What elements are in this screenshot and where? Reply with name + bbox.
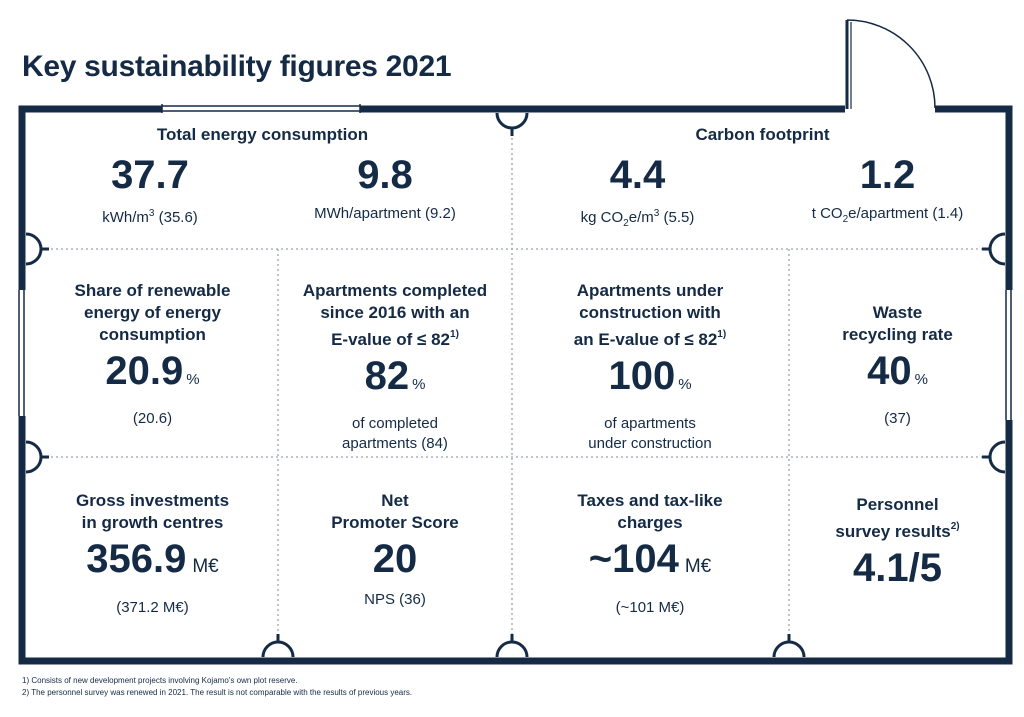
investments-value: 356.9 M€	[86, 537, 219, 581]
carbon-apt-unit: t CO2e/apartment (1.4)	[811, 205, 964, 225]
energy-per-m2: 37.7 kWh/m3 (35.6)	[40, 152, 260, 228]
left-window	[17, 290, 27, 416]
completed-sub: of completed apartments (84)	[342, 415, 448, 452]
under-construction-value: 100%	[608, 354, 692, 398]
personnel-heading: Personnel survey results2)	[835, 495, 960, 541]
under-construction-heading: Apartments under construction with an E-…	[573, 281, 727, 349]
carbon-m3-value: 4.4	[609, 153, 666, 197]
energy-apt-value: 9.8	[357, 153, 413, 197]
carbon-heading: Carbon footprint	[695, 125, 830, 144]
completed-heading: Apartments completed since 2016 with an …	[302, 281, 488, 349]
footnote-1: 1) Consists of new development projects …	[22, 676, 298, 685]
renewable-value: 20.9%	[105, 349, 200, 393]
taxes-value: ~104 M€	[588, 537, 712, 581]
carbon-m3-unit: kg CO2e/m3 (5.5)	[580, 208, 695, 229]
waste-heading: Waste recycling rate	[842, 303, 953, 344]
personnel-value: 4.1/5	[853, 546, 942, 590]
energy-per-apartment: 9.8 MWh/apartment (9.2)	[275, 152, 495, 224]
carbon-per-m3: 4.4 kg CO2e/m3 (5.5)	[525, 152, 750, 234]
nps-cell: Net Promoter Score 20 NPS (36)	[280, 490, 510, 610]
carbon-apt-value: 1.2	[859, 153, 916, 197]
footnote-2: 2) The personnel survey was renewed in 2…	[22, 688, 413, 697]
completed-value: 82%	[364, 354, 426, 398]
under-construction-cell: Apartments under construction with an E-…	[530, 280, 770, 454]
right-window	[1004, 290, 1014, 420]
investments-prev: (371.2 M€)	[116, 599, 189, 616]
waste-value: 40%	[867, 349, 928, 393]
page-title: Key sustainability figures 2021	[22, 50, 452, 83]
nps-prev: NPS (36)	[364, 591, 426, 608]
energy-apt-unit: MWh/apartment (9.2)	[314, 205, 456, 222]
taxes-heading: Taxes and tax-like charges	[577, 491, 723, 532]
investments-cell: Gross investments in growth centres 356.…	[30, 490, 275, 618]
under-construction-sub: of apartments under construction	[588, 415, 712, 452]
door-swing-arc	[846, 19, 936, 109]
top-window	[162, 104, 360, 114]
completed-cell: Apartments completed since 2016 with an …	[280, 280, 510, 454]
personnel-cell: Personnel survey results2) 4.1/5	[790, 494, 1005, 591]
waste-cell: Waste recycling rate 40% (37)	[790, 302, 1005, 429]
renewable-prev: (20.6)	[132, 410, 173, 427]
door-opening	[845, 104, 935, 114]
renewable-cell: Share of renewable energy of energy cons…	[30, 280, 275, 429]
renewable-heading: Share of renewable energy of energy cons…	[74, 281, 231, 344]
energy-m2-value: 37.7	[111, 153, 189, 197]
nps-heading: Net Promoter Score	[331, 491, 459, 532]
nps-value: 20	[372, 537, 418, 581]
waste-prev: (37)	[884, 410, 911, 427]
taxes-cell: Taxes and tax-like charges ~104 M€ (~101 …	[530, 490, 770, 618]
carbon-per-apartment: 1.2 t CO2e/apartment (1.4)	[775, 152, 1000, 230]
investments-heading: Gross investments in growth centres	[75, 491, 230, 532]
energy-m2-unit: kWh/m3 (35.6)	[102, 208, 198, 226]
taxes-prev: (~101 M€)	[615, 599, 685, 616]
energy-heading: Total energy consumption	[156, 125, 369, 144]
